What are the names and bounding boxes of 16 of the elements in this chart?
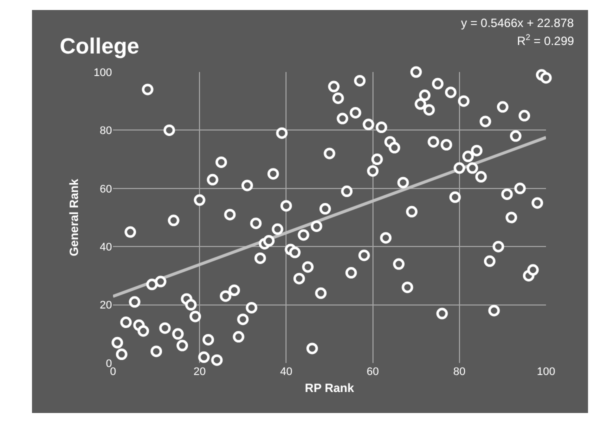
x-tick-label: 100 [536,366,556,378]
y-tick-label: 40 [100,241,112,254]
y-tick-label: 20 [100,300,112,312]
x-tick-label: 60 [366,366,379,378]
chart-title: College [60,34,140,59]
text: R$^{2}$ = 0.299 [517,32,574,48]
y-tick-label: 60 [100,183,112,196]
x-tick-label: 80 [453,366,466,378]
text: y = 0.5466x + 22.878 [461,16,574,30]
x-tick-label: 20 [193,366,206,378]
y-tick-label: 0 [106,358,112,370]
x-axis-title: RP Rank [304,380,354,395]
y-axis-title: General Rank [66,178,81,256]
x-tick-label: 40 [280,366,292,378]
y-tick-label: 80 [100,125,112,138]
y-tick-label: 100 [94,66,112,79]
